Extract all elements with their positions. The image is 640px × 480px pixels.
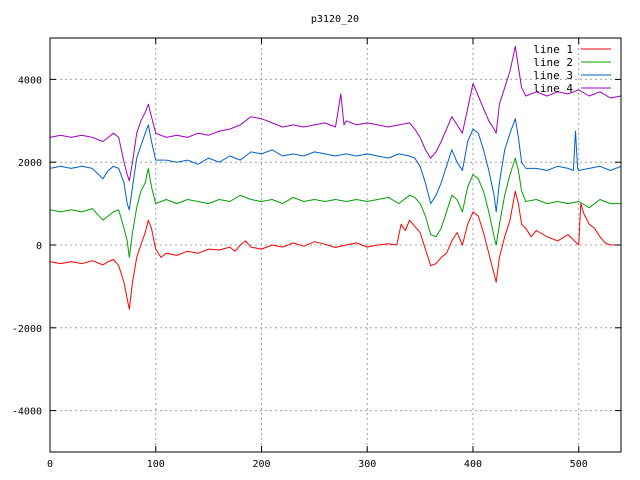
x-tick-label: 300 [358, 459, 376, 470]
legend-label: line 2 [533, 56, 573, 69]
y-tick-label: -4000 [12, 407, 42, 418]
legend-label: line 4 [533, 82, 573, 95]
x-tick-label: 200 [252, 459, 270, 470]
chart-title: p3120_20 [311, 14, 359, 25]
axis-ticks: 0 100 200 300 400 500 -4000 -2000 0 2000 4000 [12, 38, 621, 470]
x-tick-label: 500 [570, 459, 588, 470]
x-tick-label: 100 [147, 459, 165, 470]
series-layer [49, 45, 622, 310]
y-tick-label: 0 [36, 241, 42, 252]
x-tick-label: 400 [464, 459, 482, 470]
series-line-4 [49, 45, 622, 182]
y-tick-label: 2000 [18, 158, 42, 169]
series-line-1 [49, 190, 621, 310]
y-tick-label: 4000 [18, 75, 42, 86]
legend-label: line 3 [533, 69, 573, 82]
legend-label: line 1 [533, 43, 573, 56]
series-line-2 [49, 157, 621, 258]
y-tick-label: -2000 [12, 324, 42, 335]
x-tick-label: 0 [47, 459, 53, 470]
series-line-3 [49, 118, 622, 213]
